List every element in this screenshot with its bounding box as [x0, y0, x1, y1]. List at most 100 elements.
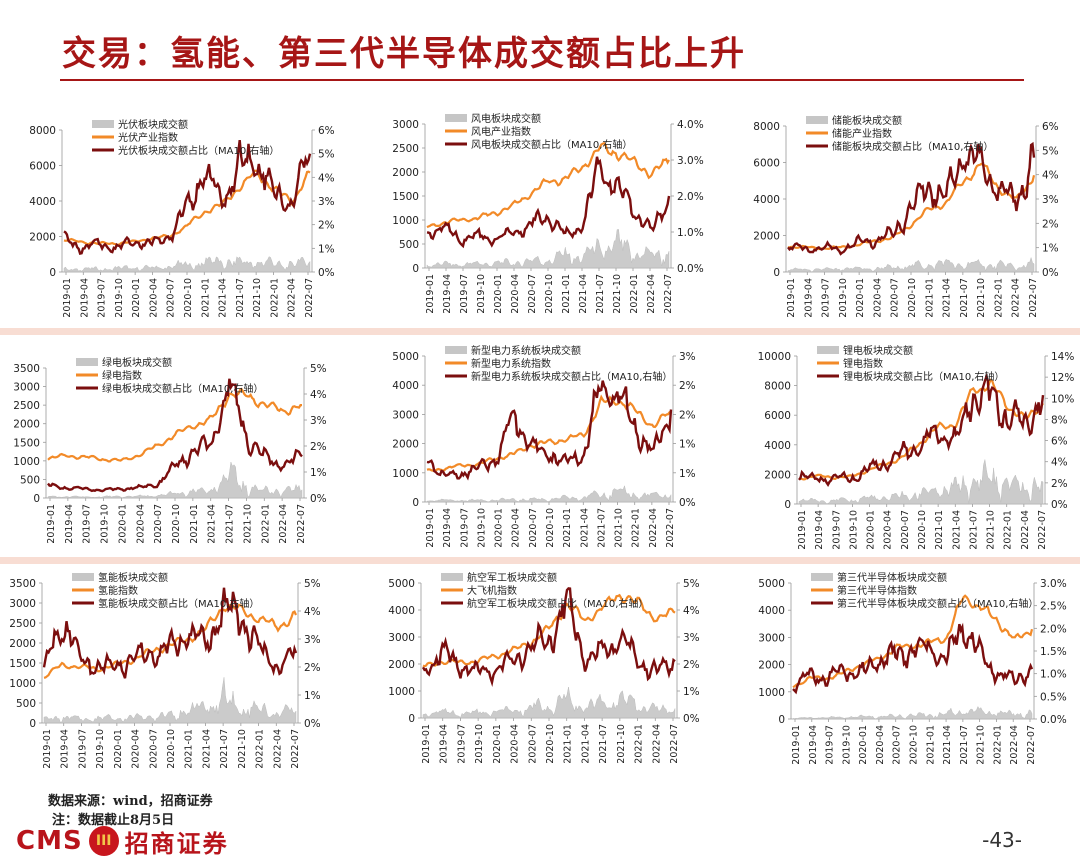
x-tick-label: 2020-07 [528, 508, 539, 548]
x-tick-label: 2019-01 [421, 724, 432, 764]
ratio-line-series [63, 139, 312, 256]
legend-label: 锂电板块成交额 [843, 344, 913, 357]
right-tick-label: 1% [310, 467, 327, 479]
right-tick-label: 1% [304, 690, 321, 702]
legend-label: 氢能板块成交额占比（MA10,右轴） [98, 597, 259, 610]
legend-label: 储能产业指数 [832, 127, 892, 140]
volume-area-series [43, 677, 297, 724]
left-tick-label: 3000 [9, 598, 36, 610]
x-tick-label: 2021-04 [951, 510, 962, 550]
x-tick-label: 2019-10 [838, 278, 849, 318]
data-cutoff-note: 注：数据截止8月5日 [52, 813, 175, 828]
x-tick-label: 2022-01 [992, 725, 1003, 765]
left-tick-label: 1000 [13, 456, 40, 468]
x-tick-label: 2019-04 [814, 510, 825, 550]
x-tick-label: 2021-07 [219, 729, 230, 769]
right-tick-label: 0% [683, 713, 700, 725]
ratio-line-series [47, 378, 303, 493]
left-tick-label: 2000 [753, 231, 780, 243]
legend-label: 新型电力系统板块成交额占比（MA10,右轴） [471, 370, 672, 383]
x-tick-label: 2019-04 [442, 274, 453, 314]
legend-label: 第三代半导体板块成交额 [837, 571, 947, 584]
x-tick-label: 2020-01 [492, 724, 503, 764]
left-tick-label: 5000 [392, 351, 419, 363]
legend-label: 绿电指数 [102, 369, 142, 382]
right-tick-label: 12% [1051, 372, 1074, 384]
x-tick-label: 2019-10 [100, 504, 111, 544]
right-tick-label: 3% [304, 634, 321, 646]
x-tick-label: 2019-07 [821, 278, 832, 318]
x-tick-label: 2021-07 [596, 508, 607, 548]
right-tick-label: 1.5% [1040, 646, 1067, 658]
x-tick-label: 2020-04 [135, 504, 146, 544]
left-tick-label: 4000 [388, 605, 415, 617]
company-logo: CMS III 招商证券 [16, 824, 229, 858]
chart-panel-1: 0 2000 4000 6000 8000 0% 1% 2% 3% 4% 5% 6% 2019-01 20… [29, 118, 334, 318]
logo-badge-icon: III [88, 826, 119, 856]
left-tick-label: 3000 [388, 632, 415, 644]
x-tick-label: 2020-07 [892, 725, 903, 765]
left-tick-label: 500 [16, 698, 36, 710]
right-tick-label: 4% [304, 606, 321, 618]
right-tick-label: 2.5% [1040, 601, 1067, 613]
legend-label: 第三代半导体指数 [837, 584, 917, 597]
right-tick-label: 3.0% [1040, 578, 1067, 590]
left-tick-label: 2500 [13, 400, 40, 412]
chart-panel-9: 0 1000 2000 3000 4000 5000 0.0% 0.5% 1.0% 1.5% 2.0… [758, 571, 1066, 765]
x-tick-label: 2019-07 [459, 508, 470, 548]
index-line-series [787, 162, 1036, 251]
chart-panel-5: 0 1000 2000 3000 4000 5000 0% 1% 1% 2% 2% 3% 2019-01… [392, 344, 695, 548]
x-tick-label: 2021-10 [237, 729, 248, 769]
volume-area-series [63, 256, 311, 273]
left-tick-label: 4000 [758, 605, 785, 617]
x-tick-label: 2019-07 [97, 278, 108, 318]
legend-label: 新型电力系统板块成交额 [471, 344, 581, 357]
volume-area-series [426, 229, 670, 269]
ratio-line-series [792, 622, 1034, 695]
left-tick-label: 2000 [392, 167, 419, 179]
right-tick-label: 4% [1042, 170, 1059, 182]
x-tick-label: 2020-07 [527, 274, 538, 314]
left-tick-label: 500 [20, 474, 40, 486]
page-number: -43- [982, 828, 1022, 852]
row-separator-band [0, 328, 1080, 335]
ratio-line-series [426, 156, 671, 249]
x-tick-label: 2020-01 [131, 278, 142, 318]
x-tick-label: 2022-01 [634, 724, 645, 764]
logo-text-cms: CMS [16, 826, 83, 856]
x-tick-label: 2021-01 [200, 278, 211, 318]
left-tick-label: 6000 [29, 161, 56, 173]
x-tick-label: 2019-10 [848, 510, 859, 550]
x-tick-label: 2020-04 [511, 508, 522, 548]
legend-label: 大飞机指数 [467, 584, 517, 597]
data-source-note: 数据来源：wind，招商证券 [48, 794, 213, 809]
x-tick-label: 2020-01 [858, 725, 869, 765]
left-tick-label: 0 [408, 713, 415, 725]
x-tick-label: 2022-04 [278, 504, 289, 544]
x-tick-label: 2020-10 [545, 724, 556, 764]
right-tick-label: 2% [683, 659, 700, 671]
right-tick-label: 3% [679, 351, 696, 363]
ratio-line-series [798, 373, 1045, 488]
left-tick-label: 6000 [764, 410, 791, 422]
right-tick-label: 0% [304, 718, 321, 730]
x-tick-label: 2019-10 [841, 725, 852, 765]
left-tick-label: 10000 [758, 351, 791, 363]
legend-label: 航空军工板块成交额占比（MA10,右轴） [467, 597, 648, 610]
left-tick-label: 0 [773, 267, 780, 279]
right-tick-label: 2.0% [677, 191, 704, 203]
right-tick-label: 6% [318, 125, 335, 137]
x-tick-label: 2021-07 [235, 278, 246, 318]
left-tick-label: 1000 [392, 468, 419, 480]
legend-swatch-volume [441, 573, 463, 581]
left-tick-label: 4000 [764, 440, 791, 452]
legend-label: 光伏板块成交额占比（MA10,右轴） [118, 144, 279, 157]
x-tick-label: 2019-07 [77, 729, 88, 769]
legend-swatch-volume [445, 114, 467, 122]
x-tick-label: 2021-10 [252, 278, 263, 318]
left-tick-label: 8000 [764, 381, 791, 393]
x-tick-label: 2022-07 [663, 274, 674, 314]
x-tick-label: 2019-10 [476, 508, 487, 548]
index-line-series [43, 603, 298, 679]
